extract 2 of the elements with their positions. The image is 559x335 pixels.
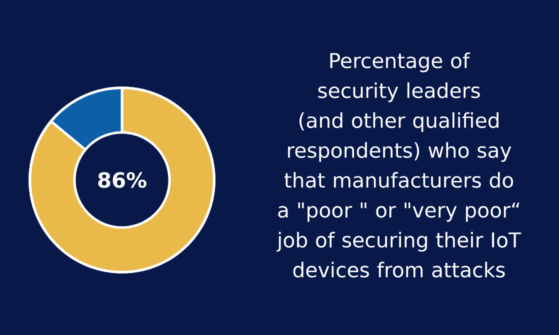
text: Percentage of security leaders (and other qualified respondents) who say that manufacturers do a "poor " or "very poor“ job of securing their IoT devices from attacks (276, 52, 522, 278)
text: 86% (98, 172, 146, 188)
